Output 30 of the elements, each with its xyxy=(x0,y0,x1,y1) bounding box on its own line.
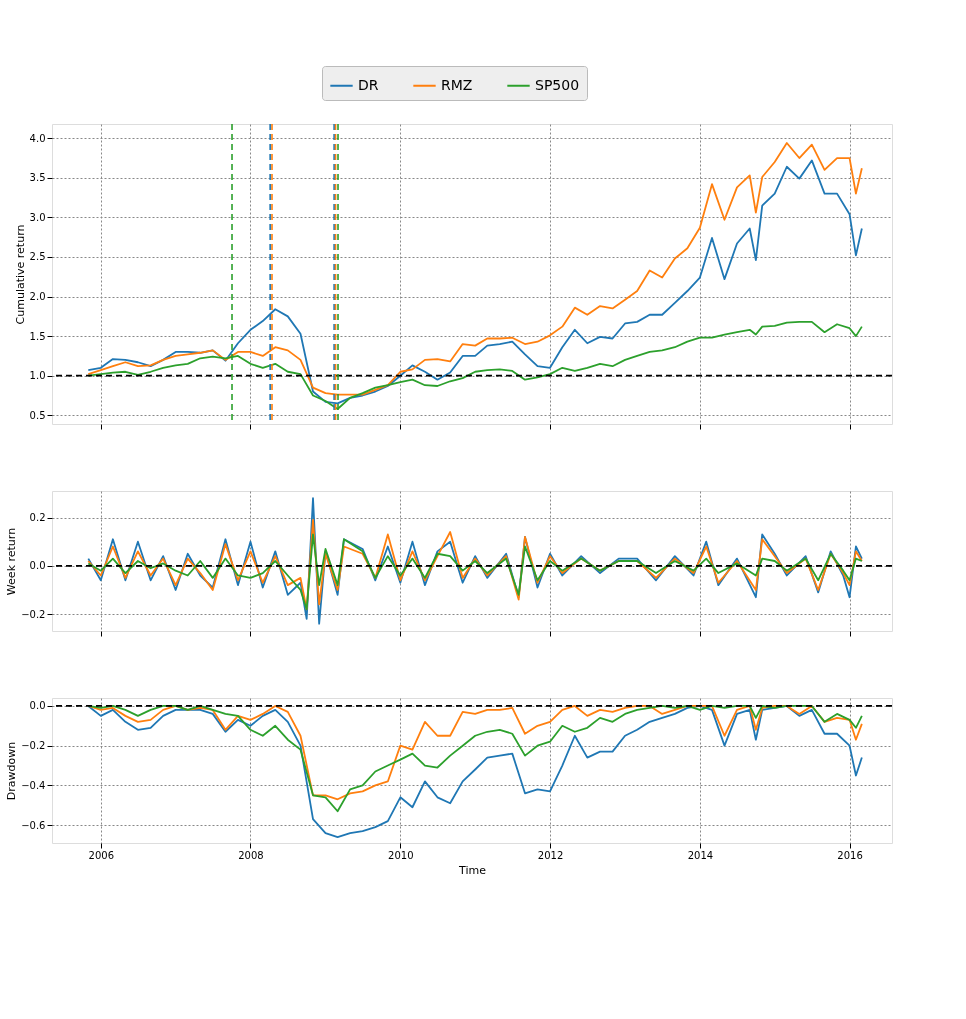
y-tick-label: 0.0 xyxy=(29,700,46,712)
y-tick-label: 3.0 xyxy=(29,211,46,223)
y-tick-label: 2.0 xyxy=(29,291,46,303)
y-tick-label: 0.0 xyxy=(29,560,46,572)
y-tick-label: 2.5 xyxy=(29,251,46,263)
y-tick-label: −0.6 xyxy=(21,819,46,831)
y-tick-label: 0.5 xyxy=(29,409,46,421)
y-tick-label: 0.2 xyxy=(29,512,46,524)
x-tick-label: 2008 xyxy=(238,849,264,861)
y-tick-label: 1.5 xyxy=(29,330,46,342)
x-axis-title: Time xyxy=(458,863,487,877)
legend-label: RMZ xyxy=(441,76,473,93)
x-tick-label: 2014 xyxy=(687,849,714,861)
x-tick-label: 2010 xyxy=(388,849,414,861)
y-axis-title: Drawdown xyxy=(5,741,19,801)
y-tick-label: −0.2 xyxy=(21,740,46,752)
y-tick-label: 4.0 xyxy=(29,132,46,144)
line-series xyxy=(87,705,863,838)
x-tick-label: 2016 xyxy=(837,849,863,861)
y-axis-title: Cumulative return xyxy=(13,224,27,325)
x-tick-label: 2012 xyxy=(537,849,564,861)
x-tick-label: 2006 xyxy=(88,849,115,861)
legend-label: DR xyxy=(358,76,379,93)
y-tick-label: −0.2 xyxy=(21,608,46,620)
y-tick-label: −0.4 xyxy=(21,779,46,791)
line-series xyxy=(87,533,863,611)
y-tick-label: 3.5 xyxy=(29,172,46,184)
y-axis-title: Week return xyxy=(5,527,19,596)
legend-label: SP500 xyxy=(535,76,580,93)
y-tick-label: 1.0 xyxy=(29,370,46,382)
